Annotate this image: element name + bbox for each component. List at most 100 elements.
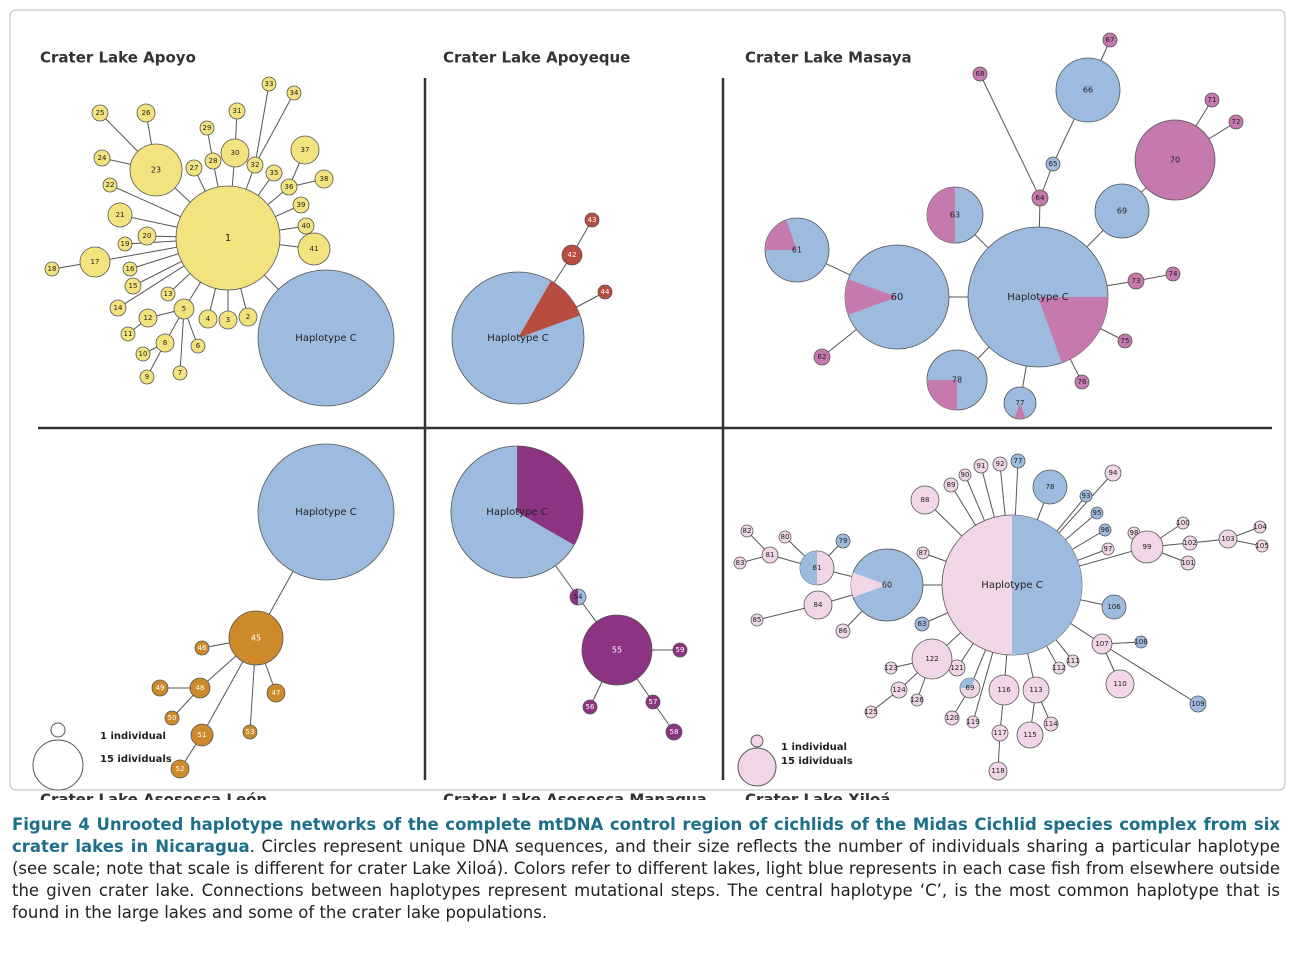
haplotype-node xyxy=(665,723,683,741)
panel-title: Crater Lake Apoyo xyxy=(40,49,196,67)
figure-frame xyxy=(9,9,1286,791)
node-label: 100 xyxy=(1176,519,1189,527)
haplotype-node xyxy=(1204,92,1220,108)
node-label: 50 xyxy=(168,714,177,722)
haplotype-wedge xyxy=(927,187,955,243)
haplotype-wedge xyxy=(518,280,581,338)
haplotype-node xyxy=(972,66,988,82)
node-label: 78 xyxy=(952,376,962,385)
haplotype-node xyxy=(1032,469,1068,505)
node-label: 111 xyxy=(1066,657,1079,665)
node-label: 5 xyxy=(182,305,186,313)
haplotype-node xyxy=(257,443,395,581)
node-label: 106 xyxy=(1107,603,1121,611)
node-label: 20 xyxy=(143,232,152,240)
caption: Figure 4 Unrooted haplotype networks of … xyxy=(12,814,1280,924)
haplotype-node xyxy=(1016,721,1044,749)
node-label: 124 xyxy=(892,686,906,694)
haplotype-node xyxy=(292,196,310,214)
node-label: 86 xyxy=(839,627,848,635)
haplotype-node xyxy=(973,458,989,474)
haplotype-node xyxy=(1045,156,1061,172)
haplotype-node xyxy=(910,693,924,707)
node-label: 24 xyxy=(98,154,107,162)
haplotype-node xyxy=(139,369,155,385)
haplotype-node xyxy=(102,177,118,193)
node-label: 72 xyxy=(1232,118,1241,126)
node-label: 122 xyxy=(925,655,938,663)
haplotype-node xyxy=(297,217,315,235)
node-label: 60 xyxy=(891,292,904,303)
haplotype-node xyxy=(988,761,1008,781)
haplotype-node xyxy=(280,178,298,196)
node-label: 54 xyxy=(574,593,583,601)
haplotype-node xyxy=(204,152,222,170)
haplotype-wedge xyxy=(851,572,887,598)
node-label: 112 xyxy=(1052,664,1065,672)
node-label: 41 xyxy=(310,245,319,253)
haplotype-node xyxy=(297,232,331,266)
node-label: 33 xyxy=(265,80,274,88)
haplotype-node xyxy=(1094,183,1150,239)
legend-label: 15 idividuals xyxy=(781,756,853,767)
haplotype-node xyxy=(135,346,151,362)
node-label: 107 xyxy=(1095,640,1108,648)
node-label: 116 xyxy=(997,686,1011,694)
node-label: 80 xyxy=(781,533,790,541)
haplotype-node xyxy=(890,681,908,699)
haplotype-node xyxy=(761,546,779,564)
node-label: 46 xyxy=(198,644,207,652)
haplotype-node xyxy=(122,261,138,277)
haplotype-node xyxy=(170,759,190,779)
node-label: 108 xyxy=(1134,638,1147,646)
node-label: 120 xyxy=(945,714,958,722)
haplotype-node xyxy=(584,212,600,228)
node-label: 69 xyxy=(966,684,975,692)
node-label: 92 xyxy=(996,460,1005,468)
node-label: 89 xyxy=(947,481,956,489)
panel-title: Crater Lake Asososca Managua xyxy=(443,791,707,801)
node-label: 119 xyxy=(966,718,979,726)
haplotype-node xyxy=(238,307,258,327)
node-label: 78 xyxy=(1046,483,1055,491)
haplotype-node xyxy=(966,715,980,729)
node-label: 85 xyxy=(753,616,762,624)
node-label: 15 xyxy=(129,282,138,290)
node-label: 56 xyxy=(586,703,595,711)
haplotype-node xyxy=(220,138,250,168)
haplotype-wedge xyxy=(1012,515,1082,655)
node-label: 8 xyxy=(163,339,167,347)
node-label: Haplotype C xyxy=(981,580,1042,591)
node-label: 55 xyxy=(612,646,622,655)
node-label: 73 xyxy=(1132,277,1141,285)
node-label: 16 xyxy=(126,265,135,273)
node-label: 21 xyxy=(116,211,125,219)
haplotype-node xyxy=(1101,542,1115,556)
node-label: 83 xyxy=(736,559,745,567)
haplotype-node xyxy=(778,530,792,544)
haplotype-node xyxy=(172,365,188,381)
haplotype-node xyxy=(107,202,133,228)
haplotype-node xyxy=(581,614,653,686)
node-label: 2 xyxy=(246,313,250,321)
haplotype-node xyxy=(173,298,195,320)
haplotype-node xyxy=(151,679,169,697)
haplotype-node xyxy=(1134,119,1216,201)
haplotype-node xyxy=(91,104,109,122)
mutation-edge xyxy=(1101,643,1199,705)
haplotype-node xyxy=(185,159,203,177)
mutation-edge xyxy=(254,92,295,166)
node-label: 11 xyxy=(124,330,133,338)
haplotype-node xyxy=(129,143,183,197)
node-label: 66 xyxy=(1083,86,1093,95)
node-label: 64 xyxy=(1036,194,1045,202)
node-label: 49 xyxy=(156,684,165,692)
node-label: 93 xyxy=(1082,492,1091,500)
node-label: 77 xyxy=(1016,399,1025,407)
legend-label: 1 individual xyxy=(100,731,166,742)
node-label: 13 xyxy=(164,290,173,298)
node-label: 23 xyxy=(151,166,161,175)
node-label: 52 xyxy=(176,765,185,773)
haplotype-wedge xyxy=(1014,403,1026,419)
